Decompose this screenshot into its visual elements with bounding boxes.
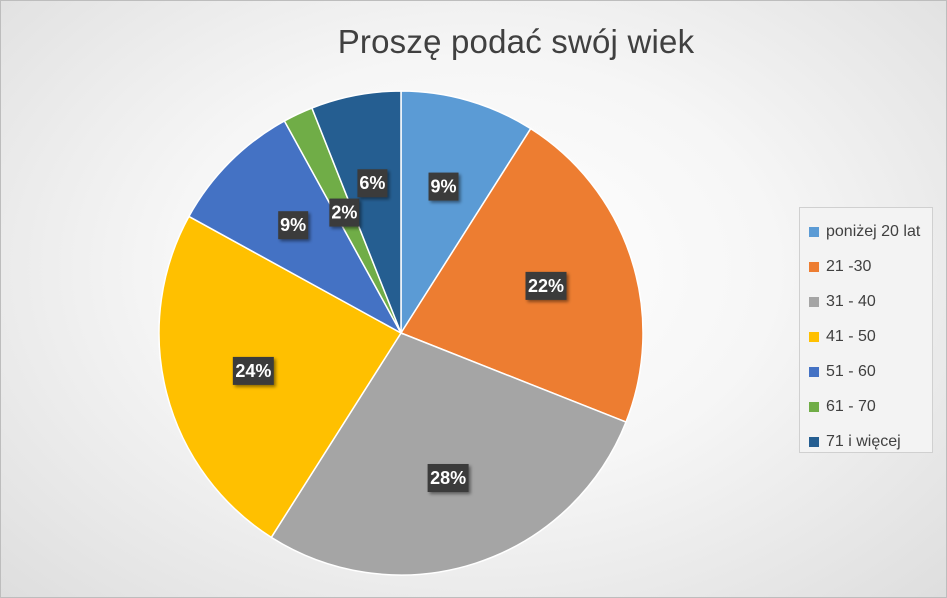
legend-label: 21 -30 [826,257,872,275]
legend-label: 41 - 50 [826,327,876,345]
data-label-box [357,169,388,198]
pie-slices [158,90,644,576]
pie-slice-41-50 [158,215,403,539]
legend-item-ponizej-20-lat: poniżej 20 lat [800,214,932,249]
legend: poniżej 20 lat 21 -30 31 - 40 41 - 50 51 - 6… [799,207,933,453]
data-label-51-60: 9% [278,211,309,240]
pie-slice-21-30 [399,127,644,424]
data-label-ponizej-20-lat: 9% [428,172,459,201]
legend-item-21-30: 21 -30 [800,249,932,284]
legend-item-71-i-wiecej: 71 i więcej [800,424,932,459]
data-label-text: 24% [235,361,271,381]
legend-item-61-70: 61 - 70 [800,389,932,424]
data-label-31-40: 28% [427,463,469,492]
legend-label: 31 - 40 [826,292,876,310]
data-label-box [428,172,459,201]
data-label-box [427,463,469,492]
data-label-61-70: 2% [329,198,360,227]
pie-data-labels: 9% 22% 28% 24% 9% 2%6% [232,169,567,492]
data-label-box [232,356,274,385]
data-label-text: 28% [430,468,466,488]
data-label-text: 6% [359,173,385,193]
data-label-71-i-wiecej: 6% [357,169,388,198]
pie-slice-31-40 [270,332,627,576]
data-label-box [329,198,360,227]
legend-item-41-50: 41 - 50 [800,319,932,354]
data-label-text: 2% [331,203,357,223]
legend-swatch [809,261,819,272]
data-label-box [525,271,567,300]
data-label-text: 9% [280,215,306,235]
pie-slice-ponizej-20-lat [400,90,532,336]
data-label-text: 9% [431,177,457,197]
legend-swatch [809,226,819,237]
legend-label: 61 - 70 [826,397,876,415]
data-label-21-30: 22% [525,271,567,300]
legend-swatch [809,296,819,307]
chart-title: Proszę podać swój wiek [337,23,695,60]
legend-swatch [809,366,819,377]
data-label-41-50: 24% [232,356,274,385]
legend-swatch [809,331,819,342]
legend-swatch [809,401,819,412]
legend-label: poniżej 20 lat [826,222,921,240]
legend-swatch [809,436,819,447]
legend-label: 51 - 60 [826,362,876,380]
legend-label: 71 i więcej [826,432,901,450]
data-label-text: 22% [528,276,564,296]
data-label-box [278,211,309,240]
legend-item-51-60: 51 - 60 [800,354,932,389]
legend-item-31-40: 31 - 40 [800,284,932,319]
